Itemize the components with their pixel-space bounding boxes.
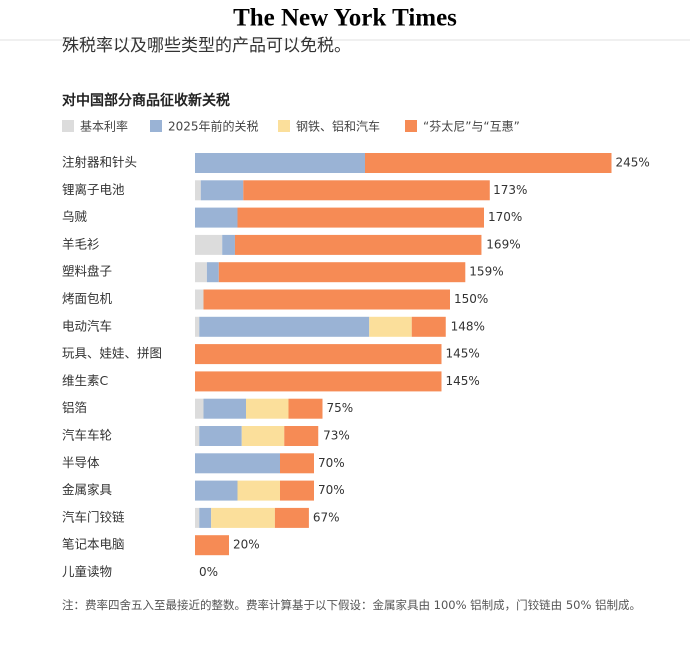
bar-segment bbox=[369, 316, 412, 337]
total-label: 145% bbox=[446, 347, 480, 361]
bar-segment bbox=[195, 153, 365, 173]
total-label: 169% bbox=[486, 237, 520, 251]
bar-segment bbox=[211, 507, 275, 528]
bar-segment bbox=[199, 507, 212, 528]
bar-segment bbox=[195, 344, 442, 365]
category-label: 半导体 bbox=[62, 455, 100, 470]
category-label: 玩具、娃娃、拼图 bbox=[62, 346, 162, 361]
note: 注：费率四舍五入至最接近的整数。费率计算基于以下假设：金属家具由 100% 铝制… bbox=[62, 598, 642, 612]
bar-segment bbox=[365, 153, 612, 173]
bar-segment bbox=[195, 371, 442, 392]
legend-label: “芬太尼”与“互惠” bbox=[423, 119, 520, 134]
bar-segment bbox=[195, 480, 238, 501]
bar-segment bbox=[203, 398, 246, 419]
bar-segment bbox=[195, 207, 238, 228]
category-label: 塑料盘子 bbox=[62, 264, 112, 279]
total-label: 0% bbox=[199, 565, 218, 579]
bar-segment bbox=[274, 507, 309, 528]
total-label: 170% bbox=[488, 210, 522, 224]
bar-segment bbox=[243, 180, 490, 201]
bar-segment bbox=[195, 453, 280, 474]
total-label: 73% bbox=[323, 429, 350, 443]
bar-segment bbox=[195, 180, 201, 201]
intro-text: 殊税率以及哪些类型的产品可以免税。 bbox=[62, 36, 351, 56]
bar-segment bbox=[222, 234, 235, 255]
bar-segment bbox=[195, 262, 207, 283]
bar-segment bbox=[195, 507, 200, 528]
bar-segment bbox=[284, 426, 319, 446]
category-label: 笔记本电脑 bbox=[62, 537, 125, 552]
bar-segment bbox=[280, 480, 314, 501]
logo[interactable]: The New York Times bbox=[233, 5, 457, 32]
category-label: 电动汽车 bbox=[62, 318, 112, 333]
bar-segment bbox=[199, 316, 370, 337]
bar-segment bbox=[237, 207, 484, 228]
legend-swatch bbox=[278, 120, 290, 132]
legend-label: 基本利率 bbox=[80, 119, 128, 134]
total-label: 150% bbox=[454, 292, 488, 306]
category-label: 汽车车轮 bbox=[62, 428, 112, 443]
bar-segment bbox=[237, 480, 280, 501]
chart-title: 对中国部分商品征收新关税 bbox=[62, 92, 230, 109]
total-label: 159% bbox=[469, 265, 503, 279]
total-label: 70% bbox=[318, 456, 345, 470]
legend-swatch bbox=[405, 120, 417, 132]
legend-label: 钢铁、铝和汽车 bbox=[296, 119, 380, 134]
category-label: 儿童读物 bbox=[62, 564, 112, 579]
bar-segment bbox=[195, 398, 204, 419]
bar-segment bbox=[288, 398, 323, 419]
total-label: 75% bbox=[327, 401, 354, 415]
bar-segment bbox=[195, 234, 223, 255]
category-label: 维生素C bbox=[62, 373, 109, 388]
total-label: 67% bbox=[313, 510, 340, 524]
legend-label: 2025年前的关税 bbox=[168, 119, 259, 134]
bar-segment bbox=[195, 289, 204, 310]
category-label: 金属家具 bbox=[62, 482, 113, 497]
bar-segment bbox=[203, 289, 450, 310]
bar-segment bbox=[200, 180, 244, 201]
bar-segment bbox=[241, 426, 285, 446]
category-label: 烤面包机 bbox=[62, 291, 113, 306]
bar-segment bbox=[195, 426, 200, 446]
category-label: 汽车门铰链 bbox=[62, 509, 125, 524]
total-label: 148% bbox=[451, 319, 485, 333]
bar-segment bbox=[411, 316, 446, 337]
bar-segment bbox=[199, 426, 242, 446]
legend-swatch bbox=[150, 120, 162, 132]
category-label: 羊毛衫 bbox=[62, 236, 100, 251]
bar-segment bbox=[195, 535, 229, 556]
total-label: 70% bbox=[318, 483, 345, 497]
total-label: 145% bbox=[446, 374, 480, 388]
bar-segment bbox=[280, 453, 314, 474]
category-label: 铝箔 bbox=[62, 400, 87, 415]
total-label: 245% bbox=[616, 156, 650, 170]
bar-segment bbox=[246, 398, 289, 419]
category-label: 乌贼 bbox=[62, 209, 88, 224]
total-label: 20% bbox=[233, 538, 260, 552]
bar-segment bbox=[206, 262, 219, 283]
bar-segment bbox=[195, 316, 200, 337]
total-label: 173% bbox=[493, 183, 527, 197]
bar-segment bbox=[218, 262, 466, 283]
category-label: 注射器和针头 bbox=[62, 155, 137, 170]
bar-segment bbox=[234, 234, 482, 255]
legend-swatch bbox=[62, 120, 74, 132]
category-label: 锂离子电池 bbox=[62, 182, 125, 197]
